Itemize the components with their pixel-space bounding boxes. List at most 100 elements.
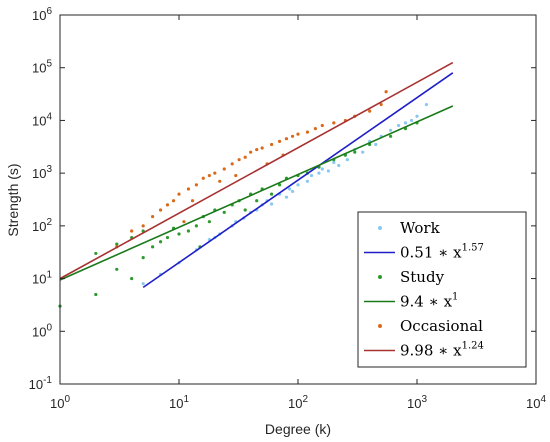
legend-marker xyxy=(378,226,382,230)
data-point xyxy=(288,187,292,191)
data-point xyxy=(313,126,317,131)
x-tick-label: 100 xyxy=(50,394,70,411)
data-point xyxy=(260,146,264,150)
y-tick-label: 103 xyxy=(32,164,52,181)
data-point xyxy=(186,187,191,191)
data-point xyxy=(296,132,300,136)
data-point xyxy=(141,224,145,228)
legend-marker xyxy=(378,275,382,279)
data-point xyxy=(237,158,241,162)
data-point xyxy=(222,210,226,215)
data-point xyxy=(249,150,253,154)
axis-ticks: 100 101 102 103 104 10-1 100 101 102 103 104 105 106 xyxy=(29,6,547,411)
data-point xyxy=(361,150,365,154)
legend-label: Work xyxy=(400,219,441,237)
data-point xyxy=(158,240,163,244)
data-point xyxy=(305,130,310,134)
data-point xyxy=(270,192,274,196)
legend-label: Occasional xyxy=(400,317,483,335)
data-point xyxy=(207,173,211,178)
y-tick-label: 10-1 xyxy=(29,375,53,392)
data-point xyxy=(270,142,274,147)
fit-line xyxy=(59,61,454,280)
data-point xyxy=(115,242,119,246)
data-point xyxy=(255,147,259,152)
data-point xyxy=(94,292,98,297)
data-point xyxy=(290,189,295,194)
data-point xyxy=(165,203,170,207)
data-point xyxy=(186,229,191,233)
y-axis-title: Strength (s) xyxy=(5,163,21,236)
data-point xyxy=(332,121,336,125)
x-axis-title: Degree (k) xyxy=(265,421,331,437)
data-point xyxy=(177,232,181,236)
data-point xyxy=(277,183,282,187)
data-point xyxy=(284,137,289,141)
data-point xyxy=(222,167,226,171)
data-point xyxy=(379,102,383,107)
data-point xyxy=(182,220,186,224)
data-point xyxy=(284,195,289,199)
y-tick-label: 106 xyxy=(32,6,52,23)
data-point xyxy=(234,173,238,178)
data-point xyxy=(194,183,198,187)
data-point xyxy=(277,139,282,144)
data-point xyxy=(165,235,170,240)
data-point xyxy=(201,176,205,180)
data-point xyxy=(396,123,401,128)
data-point xyxy=(218,179,222,183)
data-point xyxy=(194,224,198,228)
data-point xyxy=(403,121,408,125)
data-point xyxy=(337,163,341,168)
data-point xyxy=(415,114,419,118)
data-point xyxy=(158,208,163,212)
data-point xyxy=(320,167,324,171)
data-point xyxy=(270,202,274,206)
data-point xyxy=(296,183,300,187)
x-tick-label: 102 xyxy=(288,394,308,411)
y-tick-label: 104 xyxy=(32,111,52,128)
data-point xyxy=(243,155,247,159)
data-point xyxy=(332,160,336,164)
legend-label: 9.98 ∗ x1.24 xyxy=(400,341,484,360)
data-point xyxy=(115,267,119,271)
data-point xyxy=(384,90,388,94)
data-point xyxy=(230,162,234,166)
data-point xyxy=(317,171,321,175)
fit-line xyxy=(59,105,454,281)
data-point xyxy=(207,220,211,224)
plot-marks xyxy=(58,61,454,308)
y-tick-label: 101 xyxy=(32,270,52,287)
data-point xyxy=(130,229,134,233)
data-point xyxy=(353,150,357,154)
data-point xyxy=(374,142,378,147)
legend: Work 0.51 ∗ x1.57 Study 9.4 ∗ x1 Occasional 9… xyxy=(357,211,527,368)
data-point xyxy=(368,109,372,113)
data-point xyxy=(177,192,181,196)
data-point xyxy=(309,173,314,178)
data-point xyxy=(171,199,176,203)
legend-box xyxy=(357,211,527,368)
x-tick-label: 103 xyxy=(407,394,427,411)
data-point xyxy=(320,123,324,128)
data-point xyxy=(255,199,259,203)
data-point xyxy=(243,208,247,212)
data-point xyxy=(305,179,310,183)
x-tick-label: 104 xyxy=(526,394,546,411)
data-point xyxy=(141,282,145,286)
legend-label: Study xyxy=(400,268,445,286)
data-point xyxy=(141,255,145,260)
data-point xyxy=(151,214,155,219)
y-tick-label: 100 xyxy=(32,322,52,339)
data-point xyxy=(290,134,295,138)
data-point xyxy=(389,134,393,138)
legend-label: 9.4 ∗ x1 xyxy=(400,292,458,311)
data-point xyxy=(326,169,330,173)
y-tick-label: 102 xyxy=(32,217,52,234)
data-point xyxy=(190,199,195,203)
y-tick-label: 105 xyxy=(32,59,52,76)
data-point xyxy=(409,118,414,123)
data-point xyxy=(151,245,155,249)
data-point xyxy=(94,251,98,256)
